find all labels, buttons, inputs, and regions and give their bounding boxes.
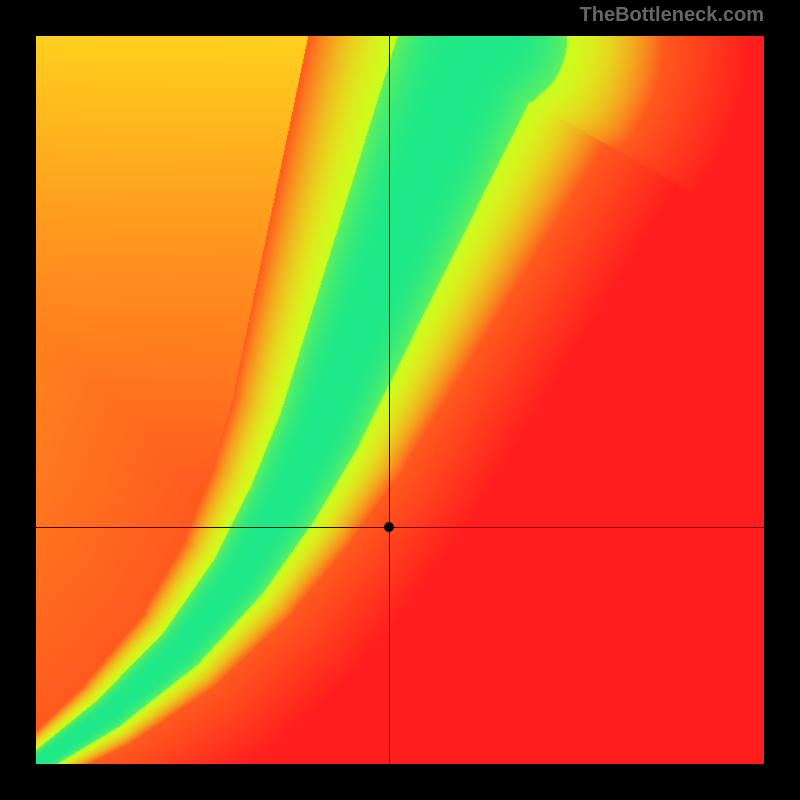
crosshair-vertical	[389, 36, 390, 764]
heatmap-plot	[36, 36, 764, 764]
crosshair-marker	[384, 522, 394, 532]
watermark-text: TheBottleneck.com	[580, 4, 764, 27]
heatmap-canvas	[36, 36, 764, 764]
crosshair-horizontal	[36, 527, 764, 528]
chart-frame: TheBottleneck.com	[0, 0, 800, 800]
